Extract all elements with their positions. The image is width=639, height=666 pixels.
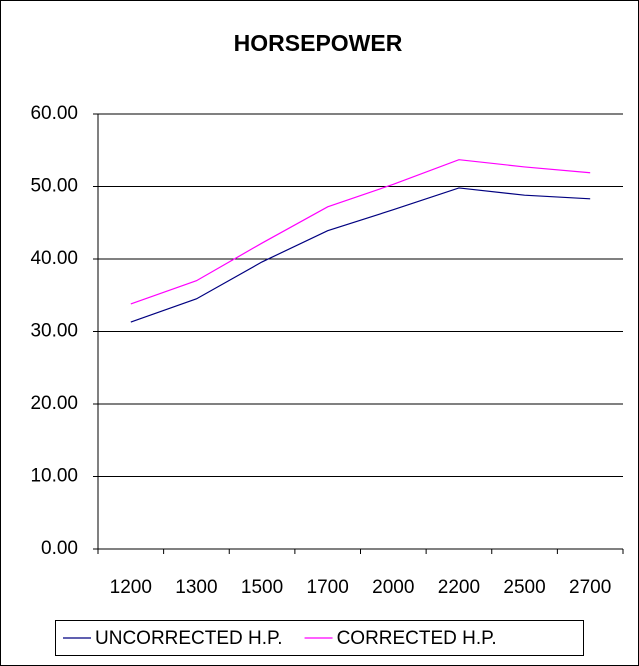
x-tick-label: 1200 [110, 577, 152, 598]
chart-title: HORSEPOWER [234, 30, 403, 56]
y-tick-label: 20.00 [30, 393, 78, 414]
x-tick-label: 1500 [241, 577, 283, 598]
x-tick-label: 2700 [569, 577, 611, 598]
x-tick-label: 1700 [307, 577, 349, 598]
y-tick-label: 40.00 [30, 248, 78, 269]
x-tick-label: 2200 [438, 577, 480, 598]
x-tick-label: 1300 [175, 577, 217, 598]
series-line [130, 159, 591, 305]
x-tick-label: 2000 [372, 577, 414, 598]
y-tick-label: 60.00 [30, 103, 78, 124]
x-tick-label: 2500 [503, 577, 545, 598]
series-line [130, 187, 591, 323]
y-tick-label: 50.00 [30, 176, 78, 197]
y-tick-label: 0.00 [41, 538, 78, 559]
y-tick-label: 30.00 [30, 321, 78, 342]
legend-label: UNCORRECTED H.P. [95, 628, 283, 649]
y-tick-label: 10.00 [30, 466, 78, 487]
legend-label: CORRECTED H.P. [337, 628, 497, 649]
